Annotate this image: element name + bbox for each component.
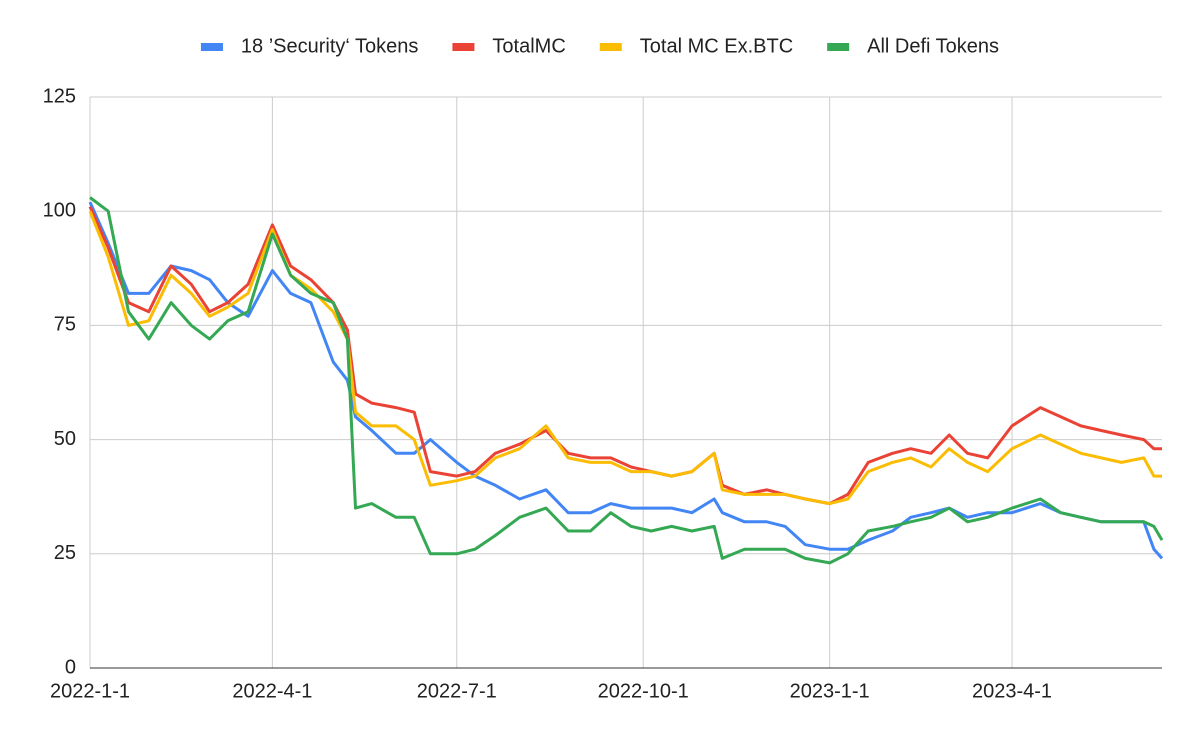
- legend-swatch: [452, 43, 475, 51]
- y-tick-label: 0: [65, 656, 76, 678]
- legend-swatch: [599, 43, 622, 51]
- y-tick-label: 75: [54, 314, 76, 336]
- legend-label: Total MC Ex.BTC: [640, 35, 793, 57]
- series-line: [88, 210, 1162, 506]
- legend-swatch: [827, 43, 850, 51]
- legend-label: All Defi Tokens: [867, 35, 999, 57]
- x-tick-label: 2023-4-1: [972, 680, 1052, 702]
- series-line: [88, 205, 1162, 506]
- legend-label: TotalMC: [492, 35, 565, 57]
- legend-label: 18 ’Security‘ Tokens: [241, 35, 419, 57]
- x-tick-label: 2022-7-1: [417, 680, 497, 702]
- x-tick-label: 2022-1-1: [50, 680, 130, 702]
- x-tick-label: 2022-10-1: [598, 680, 689, 702]
- y-tick-label: 100: [43, 199, 76, 221]
- y-tick-label: 25: [54, 542, 76, 564]
- y-tick-label: 50: [54, 428, 76, 450]
- y-tick-label: 125: [43, 85, 76, 107]
- x-tick-label: 2023-1-1: [790, 680, 870, 702]
- x-tick-label: 2022-4-1: [232, 680, 312, 702]
- series-line: [89, 196, 1164, 565]
- series-line: [88, 201, 1164, 560]
- legend-swatch: [200, 43, 223, 51]
